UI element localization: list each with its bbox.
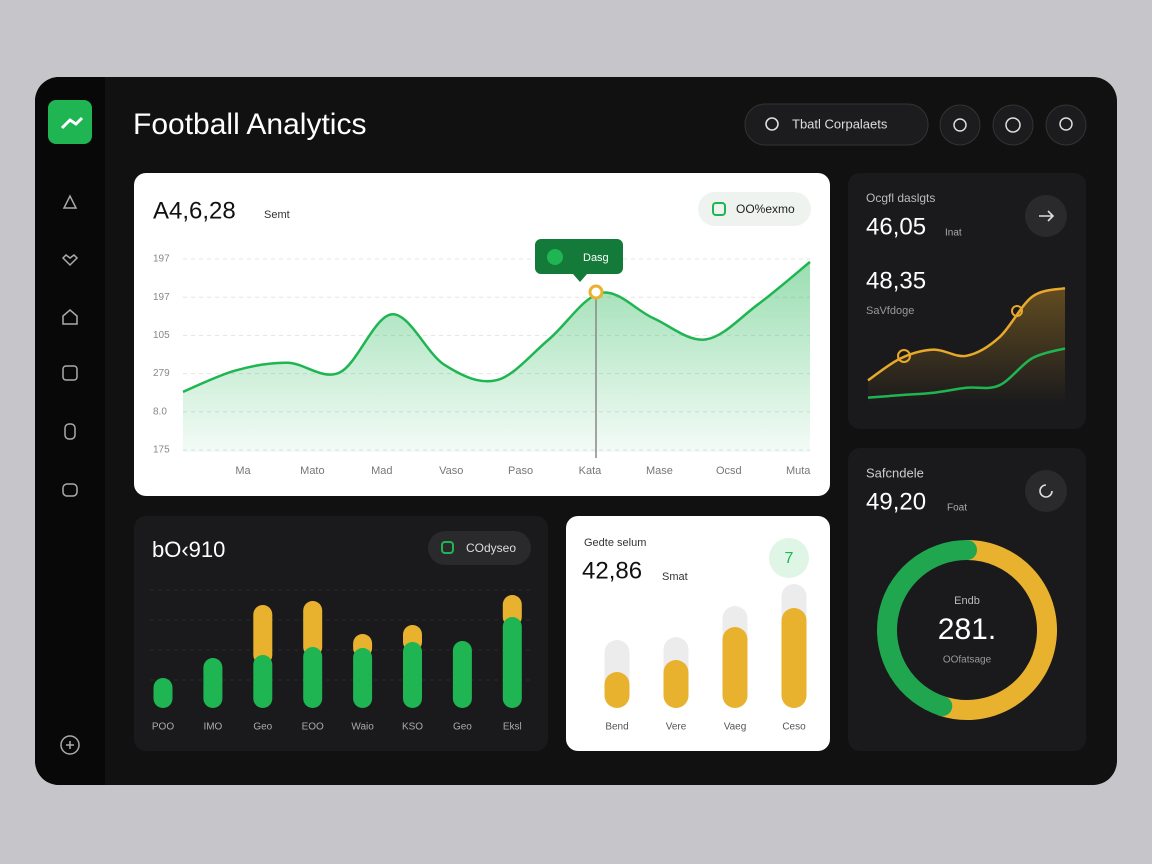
main-value: A4,6,28: [153, 197, 236, 224]
bar-badge-text: COdyseo: [466, 541, 516, 555]
x-label: Ma: [235, 465, 251, 477]
y-label: 105: [153, 330, 170, 341]
trend-value-2: 48,35: [866, 267, 926, 294]
line: [867, 286, 1066, 382]
donut-segment: [877, 540, 977, 717]
donut-value: 49,20: [866, 488, 926, 515]
line: [182, 260, 811, 394]
bar: [353, 648, 373, 708]
bar: [452, 641, 472, 708]
x-label: Mad: [371, 465, 392, 477]
y-label: 8.0: [153, 406, 167, 417]
tooltip-text: Dasg: [583, 252, 609, 264]
donut-button[interactable]: [1025, 470, 1067, 512]
x-label: Kata: [579, 465, 603, 477]
main-badge-text: OO%exmo: [736, 202, 795, 216]
x-label: IMO: [203, 722, 222, 733]
bar: [604, 672, 630, 708]
bar: [722, 627, 748, 708]
x-label: Waio: [351, 722, 374, 733]
bar-title: bO‹910: [152, 537, 225, 562]
trend-point: [1011, 305, 1023, 317]
main-unit: Semt: [264, 209, 290, 221]
page-title: Football Analytics: [133, 108, 366, 141]
y-label: 279: [153, 368, 170, 379]
score-value: 42,86: [582, 557, 642, 584]
x-label: Geo: [253, 722, 272, 733]
donut-center-value: 281.: [938, 613, 996, 646]
tooltip-icon: [547, 249, 563, 265]
donut-center-sub: OOfatsage: [943, 655, 992, 666]
x-label: Ceso: [782, 722, 806, 733]
bar: [153, 678, 173, 708]
x-label: Muta: [786, 465, 811, 477]
y-label: 197: [153, 292, 170, 303]
trend-point: [897, 349, 911, 363]
x-label: Ocsd: [716, 465, 742, 477]
line: [867, 347, 1066, 399]
header-buttons[interactable]: [939, 104, 1087, 146]
x-label: Mase: [646, 465, 673, 477]
score-badge[interactable]: [769, 538, 809, 578]
trend-label: Ocgfl daslgts: [866, 191, 935, 205]
bar: [403, 642, 422, 708]
bar-card: [134, 516, 548, 751]
x-label: Vaso: [439, 465, 463, 477]
tooltip: [535, 239, 623, 274]
bar: [253, 655, 273, 708]
x-label: Eksl: [503, 722, 522, 733]
score-card: [566, 516, 830, 751]
x-label: Mato: [300, 465, 324, 477]
x-label: Vaeg: [724, 722, 747, 733]
trend-unit: Inat: [945, 228, 962, 239]
y-label: 175: [153, 445, 170, 456]
x-label: POO: [152, 722, 174, 733]
bar: [203, 658, 223, 708]
donut-label: Safcndele: [866, 465, 924, 480]
search-text: Tbatl Corpalaets: [792, 116, 888, 131]
nav-icons[interactable]: [60, 194, 80, 755]
search-box[interactable]: [744, 103, 929, 146]
bar: [781, 608, 807, 708]
x-label: Vere: [666, 722, 687, 733]
donut-segment: [932, 540, 1057, 720]
bar: [253, 605, 273, 665]
sidebar: [35, 77, 105, 785]
bar: [303, 647, 323, 708]
area: [183, 261, 810, 452]
x-label: Bend: [605, 722, 628, 733]
donut-center-label: Endb: [954, 595, 980, 607]
donut-unit: Foat: [947, 503, 967, 514]
bar-badge[interactable]: [428, 531, 531, 565]
trend-value: 46,05: [866, 213, 926, 240]
tooltip-tail: [573, 274, 587, 282]
main-badge[interactable]: [698, 192, 811, 226]
score-label: Gedte selum: [584, 537, 646, 549]
bar: [663, 660, 689, 708]
x-label: Paso: [508, 465, 533, 477]
x-label: EOO: [302, 722, 324, 733]
score-badge-text: 7: [785, 550, 794, 567]
bar: [303, 601, 323, 657]
trend-label-2: SaVfdoge: [866, 305, 914, 317]
bar: [502, 617, 522, 708]
y-label: 197: [153, 254, 170, 265]
x-label: KSO: [402, 722, 423, 733]
highlight-point: [588, 284, 604, 300]
score-unit: Smat: [662, 571, 688, 583]
x-label: Geo: [453, 722, 472, 733]
